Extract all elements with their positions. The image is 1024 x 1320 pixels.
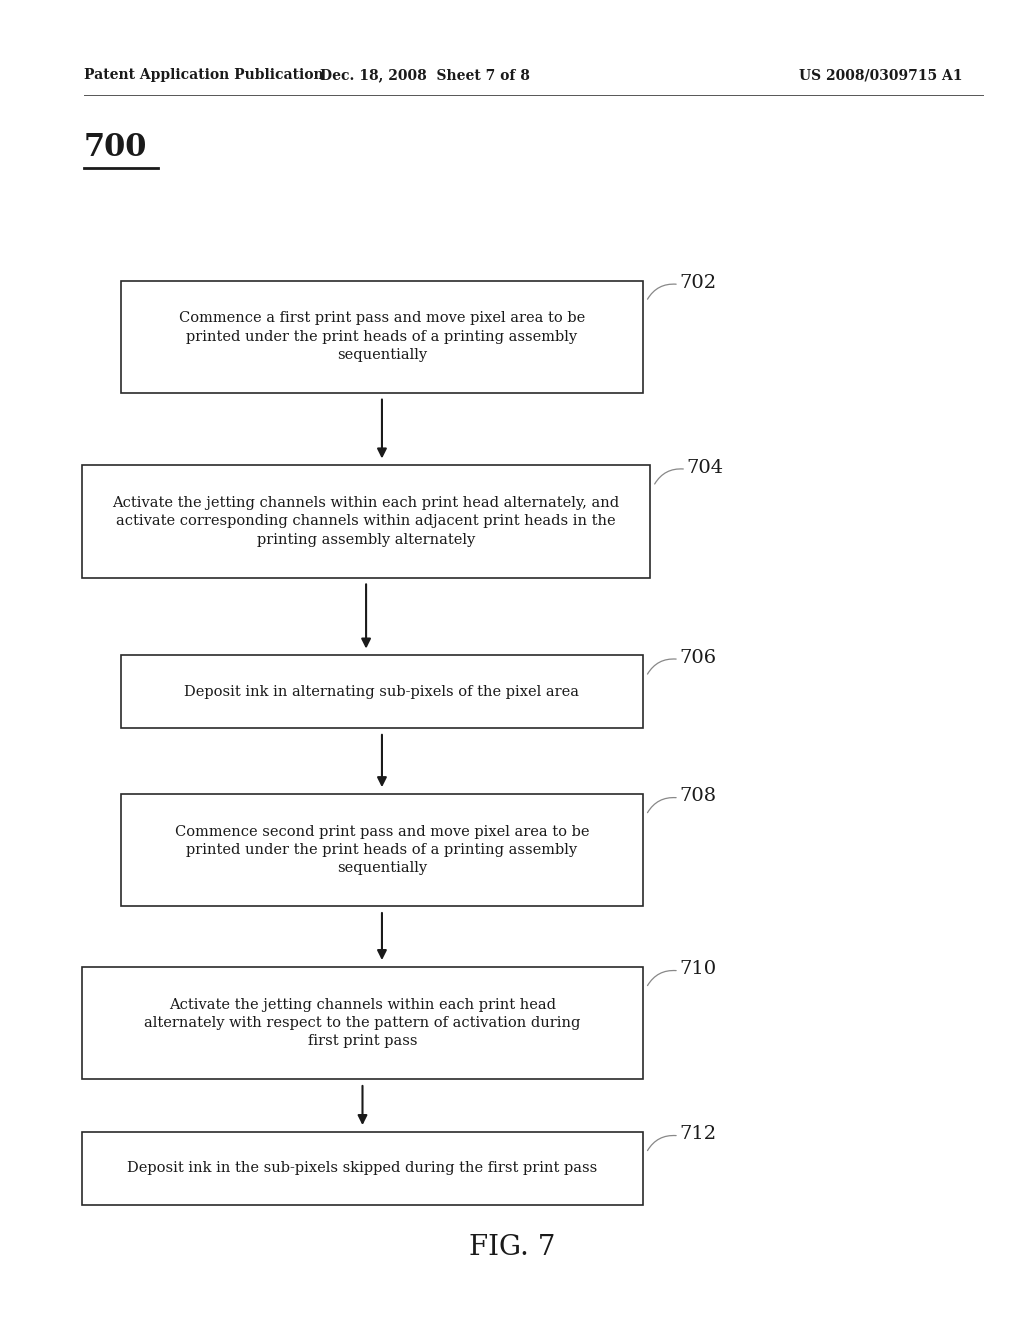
Text: Patent Application Publication: Patent Application Publication [84, 69, 324, 82]
Text: US 2008/0309715 A1: US 2008/0309715 A1 [799, 69, 963, 82]
FancyBboxPatch shape [82, 466, 650, 578]
Text: 700: 700 [84, 132, 147, 164]
Text: 704: 704 [686, 459, 723, 477]
Text: Commence second print pass and move pixel area to be
printed under the print hea: Commence second print pass and move pixe… [175, 825, 589, 875]
Text: Activate the jetting channels within each print head
alternately with respect to: Activate the jetting channels within eac… [144, 998, 581, 1048]
Text: Deposit ink in alternating sub-pixels of the pixel area: Deposit ink in alternating sub-pixels of… [184, 685, 580, 698]
Text: Commence a first print pass and move pixel area to be
printed under the print he: Commence a first print pass and move pix… [179, 312, 585, 362]
FancyBboxPatch shape [121, 795, 643, 906]
FancyBboxPatch shape [82, 966, 643, 1080]
Text: 706: 706 [679, 649, 716, 667]
Text: FIG. 7: FIG. 7 [469, 1234, 555, 1261]
Text: Dec. 18, 2008  Sheet 7 of 8: Dec. 18, 2008 Sheet 7 of 8 [321, 69, 529, 82]
FancyBboxPatch shape [82, 1131, 643, 1204]
Text: 712: 712 [679, 1125, 716, 1143]
Text: Deposit ink in the sub-pixels skipped during the first print pass: Deposit ink in the sub-pixels skipped du… [127, 1162, 598, 1175]
FancyBboxPatch shape [121, 656, 643, 729]
Text: 702: 702 [679, 275, 716, 292]
Text: Activate the jetting channels within each print head alternately, and
activate c: Activate the jetting channels within eac… [113, 496, 620, 546]
Text: 708: 708 [679, 787, 716, 805]
FancyBboxPatch shape [121, 281, 643, 393]
Text: 710: 710 [679, 961, 716, 978]
